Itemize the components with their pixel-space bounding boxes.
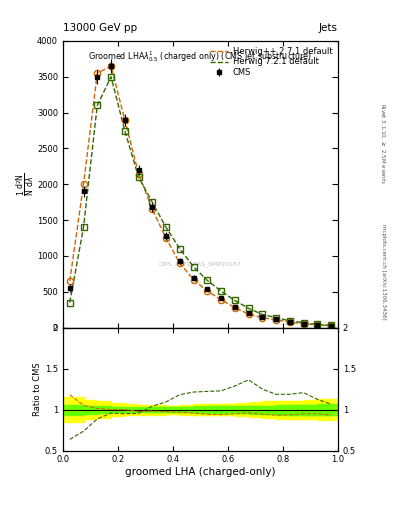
Herwig 7.2.1 default [81,224,86,230]
Herwig 7.2.1 default [191,264,196,270]
Herwig 7.2.1 default [301,319,306,326]
X-axis label: groomed LHA (charged-only): groomed LHA (charged-only) [125,467,275,477]
Herwig++ 2.7.1 default [288,319,292,326]
Herwig 7.2.1 default [108,74,114,80]
Herwig 7.2.1 default [205,278,210,284]
Herwig 7.2.1 default [315,322,320,328]
Y-axis label: $\frac{1}{\mathrm{N}} \frac{\mathrm{d}^{2}\mathrm{N}}{\mathrm{d}\lambda}$: $\frac{1}{\mathrm{N}} \frac{\mathrm{d}^{… [15,173,35,196]
Herwig 7.2.1 default [288,318,292,324]
Text: CMS_2021_PAS_SMP20187: CMS_2021_PAS_SMP20187 [159,262,242,267]
Text: Rivet 3.1.10, $\geq$ 2.5M events: Rivet 3.1.10, $\geq$ 2.5M events [379,103,387,184]
Herwig++ 2.7.1 default [81,181,86,187]
Text: 13000 GeV pp: 13000 GeV pp [63,23,137,33]
Herwig 7.2.1 default [164,224,169,230]
Herwig++ 2.7.1 default [68,278,72,284]
Herwig++ 2.7.1 default [301,321,306,327]
Herwig++ 2.7.1 default [108,63,114,69]
Text: Groomed LHA$\lambda^{1}_{0.5}$ (charged only) (CMS jet substructure): Groomed LHA$\lambda^{1}_{0.5}$ (charged … [88,50,312,65]
Text: Jets: Jets [319,23,338,33]
Herwig++ 2.7.1 default [123,117,127,123]
Herwig++ 2.7.1 default [315,322,320,328]
Text: mcplots.cern.ch [arXiv:1306.3436]: mcplots.cern.ch [arXiv:1306.3436] [381,224,386,319]
Line: Herwig++ 2.7.1 default: Herwig++ 2.7.1 default [70,66,331,326]
Herwig 7.2.1 default [274,314,279,321]
Herwig++ 2.7.1 default [164,235,169,241]
Herwig++ 2.7.1 default [274,317,279,323]
Herwig++ 2.7.1 default [246,311,251,317]
Herwig++ 2.7.1 default [329,323,334,329]
Herwig 7.2.1 default [219,288,223,294]
Herwig 7.2.1 default [233,297,237,304]
Herwig++ 2.7.1 default [150,206,155,212]
Herwig++ 2.7.1 default [219,296,223,303]
Herwig 7.2.1 default [246,305,251,311]
Herwig 7.2.1 default [260,311,265,317]
Herwig 7.2.1 default [123,127,127,134]
Legend: Herwig++ 2.7.1 default, Herwig 7.2.1 default, CMS: Herwig++ 2.7.1 default, Herwig 7.2.1 def… [208,45,334,79]
Herwig++ 2.7.1 default [95,70,100,76]
Herwig++ 2.7.1 default [205,288,210,294]
Herwig 7.2.1 default [178,246,182,252]
Herwig++ 2.7.1 default [191,276,196,283]
Herwig++ 2.7.1 default [233,305,237,311]
Herwig++ 2.7.1 default [260,314,265,321]
Herwig 7.2.1 default [329,323,334,329]
Herwig 7.2.1 default [68,300,72,306]
Herwig 7.2.1 default [95,102,100,109]
Herwig 7.2.1 default [150,199,155,205]
Herwig++ 2.7.1 default [136,170,141,177]
Herwig 7.2.1 default [136,174,141,180]
Y-axis label: Ratio to CMS: Ratio to CMS [33,362,42,416]
Herwig++ 2.7.1 default [178,260,182,266]
Line: Herwig 7.2.1 default: Herwig 7.2.1 default [70,77,331,326]
